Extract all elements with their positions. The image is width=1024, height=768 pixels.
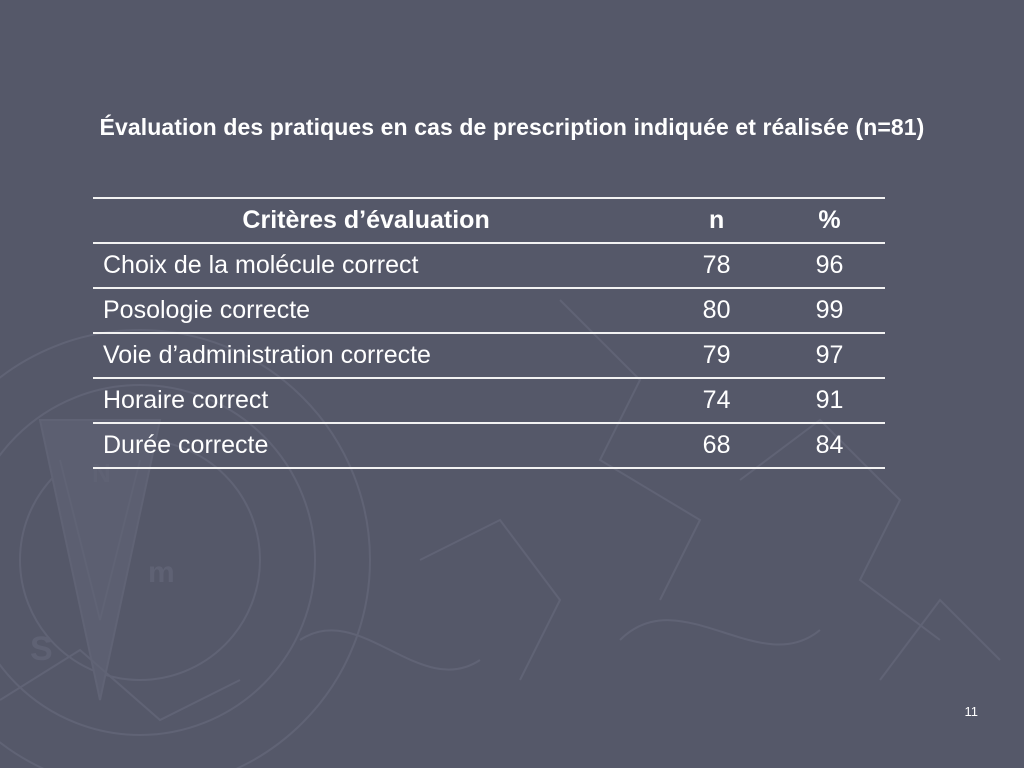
cell-criteria: Choix de la molécule correct: [93, 242, 660, 289]
table-row: Horaire correct 74 91: [93, 377, 885, 424]
cell-n: 68: [659, 422, 774, 469]
table-row: Posologie correcte 80 99: [93, 287, 885, 334]
cell-n: 74: [659, 377, 774, 424]
svg-text:S: S: [30, 630, 53, 668]
cell-n: 80: [659, 287, 774, 334]
cell-percent: 91: [774, 377, 885, 424]
cell-n: 78: [659, 242, 774, 289]
table-row: Durée correcte 68 84: [93, 422, 885, 469]
cell-percent: 96: [774, 242, 885, 289]
evaluation-table: Critères d’évaluation n % Choix de la mo…: [93, 197, 885, 469]
table-header-row: Critères d’évaluation n %: [93, 197, 885, 244]
slide-title: Évaluation des pratiques en cas de presc…: [99, 114, 925, 140]
page-number: 11: [964, 704, 979, 719]
header-percent: %: [774, 197, 885, 244]
cell-criteria: Voie d’administration correcte: [93, 332, 660, 379]
table-row: Choix de la molécule correct 78 96: [93, 242, 885, 289]
cell-criteria: Posologie correcte: [93, 287, 660, 334]
evaluation-table-container: Critères d’évaluation n % Choix de la mo…: [93, 197, 885, 469]
header-n: n: [659, 197, 774, 244]
table-row: Voie d’administration correcte 79 97: [93, 332, 885, 379]
svg-text:m: m: [148, 556, 175, 589]
cell-percent: 84: [774, 422, 885, 469]
cell-percent: 97: [774, 332, 885, 379]
cell-percent: 99: [774, 287, 885, 334]
cell-criteria: Durée correcte: [93, 422, 660, 469]
cell-n: 79: [659, 332, 774, 379]
header-criteria: Critères d’évaluation: [93, 197, 660, 244]
cell-criteria: Horaire correct: [93, 377, 660, 424]
